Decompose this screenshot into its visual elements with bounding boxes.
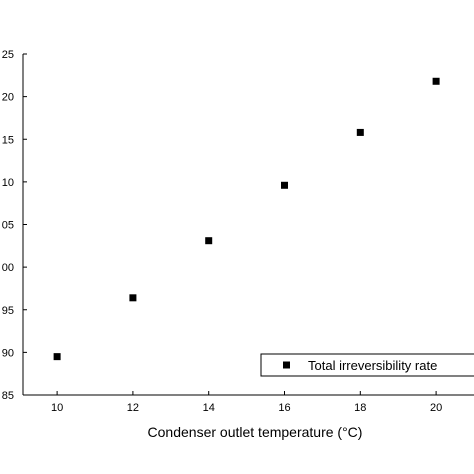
- axes: [22, 54, 474, 396]
- y-tick-label: 20: [2, 92, 14, 104]
- y-tick-label: 10: [2, 177, 14, 189]
- x-tick-label: 18: [354, 402, 366, 414]
- data-point: [53, 353, 61, 361]
- x-ticks: 10 12 14 16 18 20: [51, 391, 442, 414]
- x-tick-label: 14: [203, 402, 215, 414]
- x-tick-label: 12: [127, 402, 139, 414]
- data-point: [356, 128, 364, 136]
- x-tick-label: 10: [51, 402, 63, 414]
- y-tick-label: 95: [2, 305, 14, 317]
- x-tick-label: 16: [278, 402, 290, 414]
- y-tick-label: 25: [2, 49, 14, 61]
- data-point: [281, 181, 289, 189]
- legend: Total irreversibility rate: [260, 353, 474, 377]
- data-point: [129, 294, 137, 302]
- y-tick-label: 05: [2, 220, 14, 232]
- y-ticks: 85 90 95 00 05 10 15 20 25: [2, 49, 27, 402]
- legend-marker: [283, 361, 290, 369]
- legend-label: Total irreversibility rate: [308, 358, 437, 373]
- x-tick-label: 20: [430, 402, 442, 414]
- data-point: [432, 77, 440, 85]
- data-point: [205, 237, 213, 245]
- x-axis-title: Condenser outlet temperature (°C): [148, 424, 363, 440]
- data-points: [53, 77, 440, 361]
- y-tick-label: 90: [2, 347, 14, 359]
- y-tick-label: 85: [2, 390, 14, 402]
- y-tick-label: 15: [2, 134, 14, 146]
- legend-box: [260, 353, 474, 377]
- y-tick-label: 00: [2, 262, 14, 274]
